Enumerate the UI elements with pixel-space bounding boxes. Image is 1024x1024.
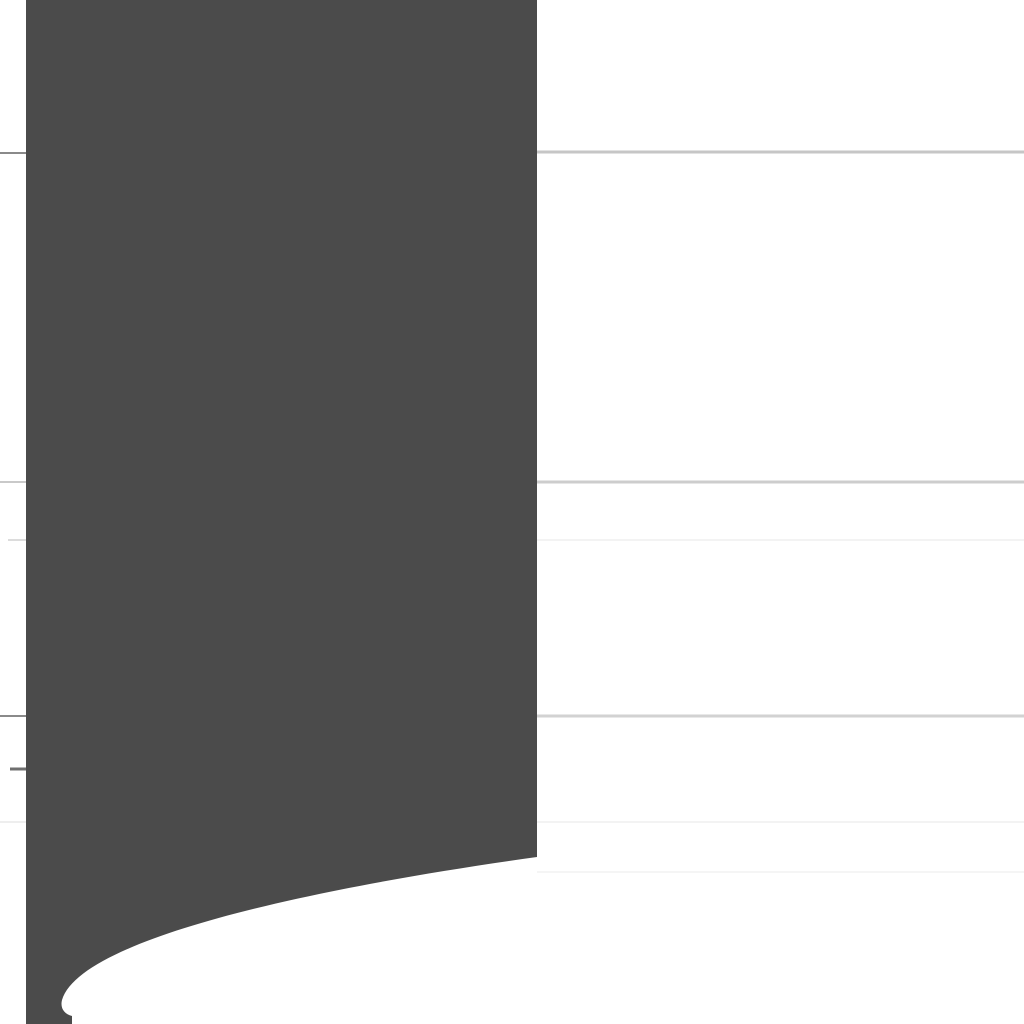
dark-panel [26,0,537,1024]
horizontal-rules [537,150,1024,873]
